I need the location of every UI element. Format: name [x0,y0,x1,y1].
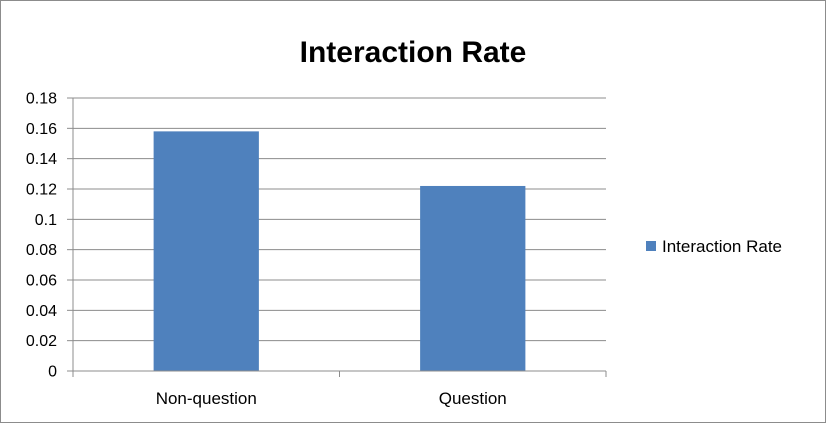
y-tick-label: 0.16 [26,121,57,138]
y-tick-label: 0.08 [26,242,57,259]
x-category-label: Question [439,389,507,408]
bars [153,131,526,371]
y-axis-ticks: 0 0.02 0.04 0.06 0.08 0.1 0.12 0.14 0.16 0.18 [26,91,73,381]
y-tick-label: 0.1 [35,212,57,229]
legend: Interaction Rate [646,237,782,256]
bar-non-question [153,131,259,371]
y-tick-label: 0.18 [26,91,57,108]
y-tick-label: 0 [48,364,57,381]
gridlines [73,97,606,342]
y-tick-label: 0.04 [26,303,57,320]
y-tick-label: 0.02 [26,333,57,350]
y-tick-label: 0.14 [26,151,57,168]
legend-swatch [646,241,656,251]
axes [72,98,607,377]
x-axis-categories: Non-question Question [156,389,507,408]
chart-title: Interaction Rate [300,36,527,69]
bar-question [420,185,526,371]
legend-label: Interaction Rate [662,237,782,256]
y-tick-label: 0.06 [26,273,57,290]
y-tick-label: 0.12 [26,182,57,199]
x-category-label: Non-question [156,389,257,408]
